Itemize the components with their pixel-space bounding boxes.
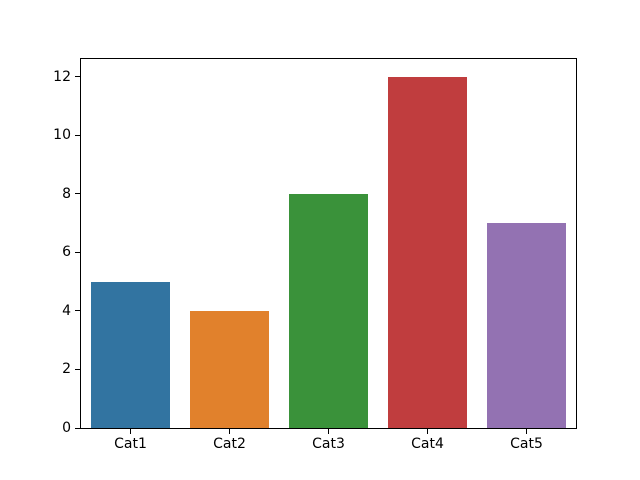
x-axis-tick-mark: [526, 429, 527, 434]
y-axis-tick-label: 8: [62, 185, 71, 202]
y-axis-tick-mark: [75, 251, 80, 253]
y-axis-tick-label: 10: [53, 127, 71, 144]
x-axis-tick-label: Cat1: [114, 436, 147, 452]
x-axis-tick-mark: [328, 429, 329, 434]
x-axis-tick-label: Cat4: [411, 436, 444, 452]
y-axis-tick-label: 6: [62, 244, 71, 261]
y-axis-tick-mark: [75, 427, 80, 429]
bar-cat3: [288, 193, 369, 428]
x-axis-tick-label: Cat3: [312, 436, 345, 452]
y-axis-tick-label: 4: [62, 302, 71, 319]
y-axis-tick-label: 0: [62, 420, 71, 436]
x-axis-tick-label: Cat5: [510, 436, 543, 452]
y-axis-tick-label: 2: [62, 361, 71, 378]
x-axis-tick-label: Cat2: [213, 436, 246, 452]
x-axis-tick-mark: [130, 429, 131, 434]
plot-area: 0 2 4 6 8 10 12 Cat1 Cat2 Cat3 Cat4 Cat5: [53, 58, 577, 452]
y-axis-tick-mark: [75, 310, 80, 312]
y-axis-tick-mark: [75, 368, 80, 370]
x-axis-tick-mark: [229, 429, 230, 434]
bar-cat4: [387, 76, 468, 428]
y-axis-tick-mark: [75, 134, 80, 136]
bar-cat2: [189, 310, 270, 428]
y-axis-tick-mark: [75, 76, 80, 78]
bar-cat1: [90, 281, 171, 428]
y-axis-tick-mark: [75, 193, 80, 195]
x-axis-tick-mark: [427, 429, 428, 434]
bar-cat5: [486, 223, 567, 428]
y-axis-tick-label: 12: [53, 68, 71, 85]
